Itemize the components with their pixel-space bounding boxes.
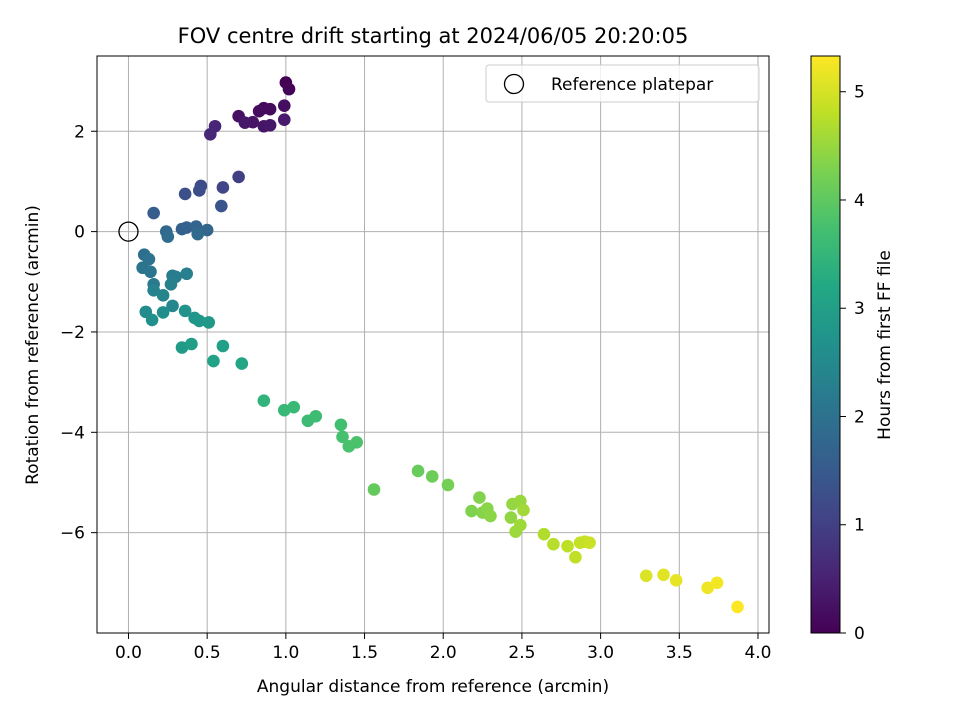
x-axis-label: Angular distance from reference (arcmin) (257, 677, 609, 697)
data-point (192, 184, 206, 197)
data-point (145, 313, 159, 327)
data-point (334, 418, 348, 432)
x-tick-label: 3.5 (666, 643, 693, 663)
data-point (537, 527, 551, 541)
colorbar: 0 1 2 3 4 5 Hours from first FF file (810, 55, 895, 644)
y-tick-label: −6 (60, 524, 85, 544)
data-point (514, 518, 527, 532)
data-point (216, 339, 230, 353)
data-point (517, 503, 530, 517)
data-point (144, 265, 157, 279)
grid-lines (97, 56, 769, 633)
data-point (309, 409, 323, 423)
data-point (669, 574, 683, 587)
scatter-points (118, 76, 744, 614)
data-point (147, 206, 160, 220)
chart-title: FOV centre drift starting at 2024/06/05 … (178, 24, 689, 48)
data-point (207, 354, 220, 368)
data-point (175, 341, 189, 354)
data-point (425, 470, 439, 483)
x-tick-label: 2.0 (430, 643, 457, 663)
y-tick-label: −2 (60, 323, 85, 343)
data-point (147, 284, 160, 297)
data-point (161, 230, 175, 243)
data-point (484, 509, 497, 523)
data-point (441, 478, 455, 492)
data-point (561, 539, 574, 553)
colorbar-tick-label: 2 (854, 407, 865, 427)
data-point (336, 430, 349, 444)
data-point (215, 199, 228, 213)
data-point (547, 537, 560, 551)
legend-reference-marker (503, 73, 525, 95)
x-axis-ticks: 0.0 0.5 1.0 1.5 2.0 2.5 3.0 3.5 4.0 (115, 633, 772, 663)
data-point (710, 576, 724, 590)
data-point (166, 299, 179, 313)
data-point (192, 314, 206, 328)
data-point (204, 127, 217, 141)
data-point (178, 187, 192, 201)
data-point (583, 536, 596, 549)
data-point (282, 82, 296, 96)
x-tick-label: 3.0 (587, 643, 614, 663)
data-point (367, 483, 381, 496)
x-tick-label: 2.5 (508, 643, 535, 663)
x-tick-label: 1.0 (272, 643, 299, 663)
y-axis-label: Rotation from reference (arcmin) (23, 205, 43, 485)
data-point (156, 306, 170, 319)
data-point (731, 600, 744, 614)
legend: Reference platepar (485, 64, 760, 103)
colorbar-tick-label: 3 (854, 299, 865, 319)
legend-entry-reference: Reference platepar (551, 75, 713, 95)
data-point (178, 304, 192, 318)
data-point (350, 436, 363, 449)
data-point (180, 267, 194, 281)
x-tick-label: 0.0 (115, 643, 142, 663)
x-tick-label: 0.5 (194, 643, 221, 663)
data-point (504, 511, 518, 524)
colorbar-tick-label: 5 (854, 83, 865, 103)
data-point (156, 289, 170, 302)
y-tick-label: 0 (74, 223, 85, 243)
data-point (263, 102, 277, 116)
x-tick-label: 1.5 (351, 643, 378, 663)
data-point (657, 568, 670, 582)
y-axis-ticks: −6 −4 −2 0 2 (60, 122, 97, 544)
colorbar-gradient (810, 55, 841, 634)
data-point (235, 357, 249, 370)
data-point (465, 504, 478, 518)
colorbar-tick-label: 0 (854, 624, 865, 644)
data-point (202, 316, 216, 329)
reference-platepar-point (118, 221, 139, 242)
plot-frame (96, 55, 770, 634)
data-point (411, 464, 425, 478)
colorbar-ticks: 0 1 2 3 4 5 (840, 83, 865, 644)
data-point (639, 569, 653, 583)
data-point (232, 170, 245, 184)
data-point (238, 116, 252, 130)
data-point (473, 491, 486, 504)
y-tick-label: 2 (74, 122, 85, 142)
data-point (701, 581, 714, 595)
y-tick-label: −4 (60, 423, 85, 443)
data-point (216, 181, 230, 194)
data-point (569, 550, 582, 564)
data-point (191, 227, 205, 241)
colorbar-label: Hours from first FF file (875, 250, 895, 440)
data-point (200, 223, 214, 237)
data-point (263, 118, 277, 132)
x-tick-label: 4.0 (744, 643, 771, 663)
data-point (287, 400, 301, 414)
colorbar-tick-label: 4 (854, 191, 865, 211)
data-point (252, 104, 266, 118)
data-point (164, 277, 178, 291)
data-point (257, 394, 271, 407)
data-point (277, 99, 291, 112)
legend-box (485, 64, 760, 103)
data-point (185, 337, 198, 351)
data-point (277, 113, 291, 127)
colorbar-tick-label: 1 (854, 516, 865, 536)
data-point (180, 221, 194, 234)
